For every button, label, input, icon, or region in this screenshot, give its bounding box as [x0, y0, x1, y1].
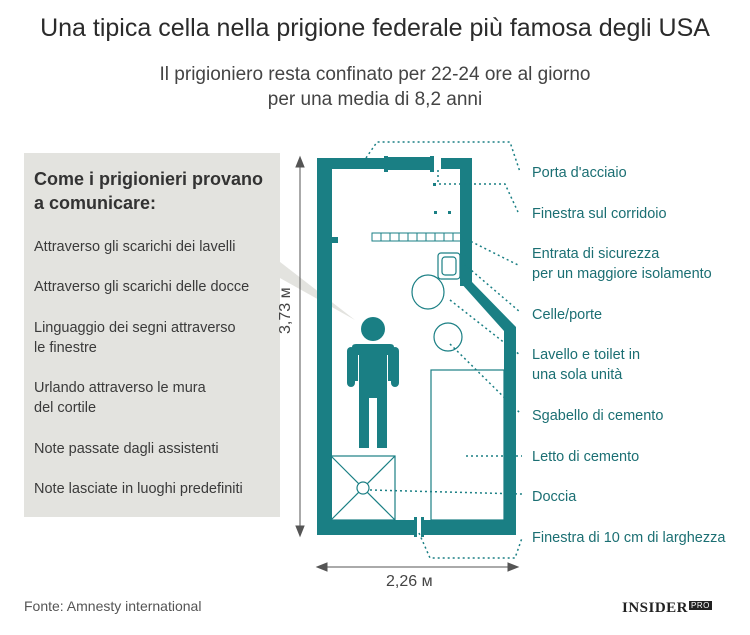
panel-item-shouting-cont: del cortile: [34, 400, 97, 416]
label-steel-door: Porta d'acciaio: [532, 165, 627, 181]
person-icon: [347, 317, 399, 448]
concrete-stool: [433, 322, 463, 352]
panel-item-sink-drains: Attraverso gli scarichi dei lavelli: [34, 239, 236, 255]
marker-dots: [433, 183, 451, 214]
panel-item-shower-drains: Attraverso gli scarichi delle docce: [34, 279, 250, 295]
panel-item-notes-assistants: Note passate dagli assistenti: [34, 441, 219, 457]
bottom-wall-left: [317, 520, 415, 535]
right-upper-wall: [460, 158, 472, 286]
subtitle-line-1: Il prigioniero resta confinato per 22-24…: [159, 64, 591, 85]
top-wall-right: [441, 158, 471, 169]
label-bed: Letto di cemento: [532, 449, 640, 465]
communication-panel: Come i prigionieri provano a comunicare:…: [24, 153, 280, 517]
top-wall-left: [317, 158, 387, 169]
window-post: [414, 517, 417, 537]
label-security-entry-line-1: Entrata di sicurezza: [532, 246, 660, 262]
panel-heading-line-1: Come i prigionieri provano: [34, 169, 264, 189]
panel-item-sign-language-cont: le finestre: [34, 340, 97, 356]
width-dimension: [315, 562, 520, 572]
label-security-entry: Entrata di sicurezza per un maggiore iso…: [532, 244, 712, 284]
window-post: [421, 517, 424, 537]
label-corridor-window: Finestra sul corridoio: [532, 206, 667, 222]
panel-item-shouting: Urlando attraverso le mura: [34, 380, 206, 396]
label-sink-toilet-line-2: una sola unità: [532, 367, 623, 383]
steel-door: [388, 157, 430, 170]
subtitle-line-2: per una media di 8,2 anni: [267, 89, 483, 110]
diagonal-wall: [460, 282, 516, 331]
cell-walls: [317, 157, 516, 535]
bottom-wall-right: [423, 520, 516, 535]
door-post-left: [384, 156, 388, 172]
shower: [330, 455, 396, 521]
concrete-bed: [430, 369, 505, 521]
logo-badge: PRO: [689, 601, 712, 610]
label-sink-toilet-line-1: Lavello e toilet in: [532, 347, 641, 363]
right-lower-wall: [504, 327, 516, 535]
inner-wall-segment: [332, 237, 338, 243]
label-shower: Doccia: [532, 489, 577, 505]
panel-item-sign-language: Linguaggio dei segni attraverso: [34, 320, 236, 336]
source-note: Fonte: Amnesty international: [24, 598, 202, 614]
panel-heading-line-2: a comunicare:: [34, 193, 157, 213]
panel-heading: Come i prigionieri provano a comunicare:: [34, 167, 274, 215]
panel-pointer: [262, 248, 355, 320]
height-dimension-label: 3,73 м: [277, 287, 294, 334]
security-entry-wall: [371, 232, 463, 242]
height-dimension: [295, 155, 305, 538]
insider-logo: INSIDER PRO: [622, 600, 712, 617]
leader-lines: [365, 141, 523, 559]
sink-toilet-unit: [411, 252, 461, 310]
width-dimension-label: 2,26 м: [386, 573, 433, 590]
left-wall: [317, 158, 332, 535]
door-post-right: [430, 156, 434, 172]
label-sink-toilet: Lavello e toilet in una sola unità: [532, 345, 640, 385]
label-cells-doors: Celle/porte: [532, 307, 603, 323]
page-title: Una tipica cella nella prigione federale…: [40, 14, 710, 42]
page-subtitle: Il prigioniero resta confinato per 22-24…: [0, 62, 750, 112]
label-security-entry-line-2: per un maggiore isolamento: [532, 266, 712, 282]
logo-text: INSIDER: [622, 600, 689, 616]
label-stool: Sgabello di cemento: [532, 408, 664, 424]
panel-item-notes-places: Note lasciate in luoghi predefiniti: [34, 481, 243, 497]
label-window: Finestra di 10 cm di larghezza: [532, 530, 726, 546]
